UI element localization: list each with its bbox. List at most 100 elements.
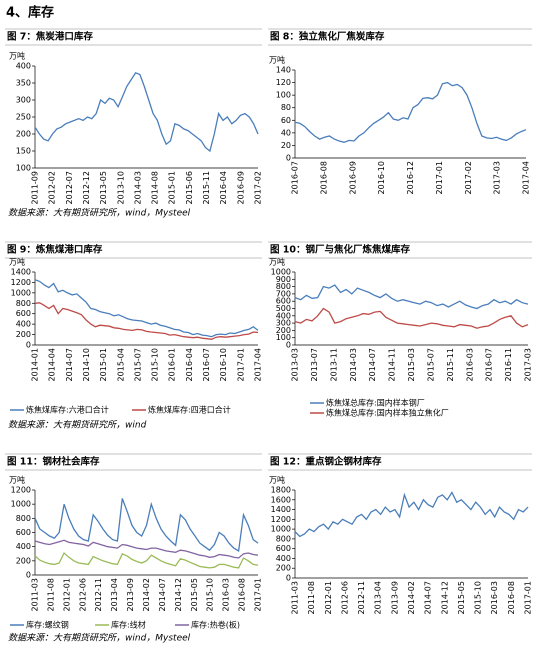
y-tick-label: 800 xyxy=(16,299,31,308)
legend-label: 库存:热卷(板) xyxy=(191,620,240,630)
y-tick-label: 300 xyxy=(276,319,291,328)
x-tick-label: 2016-10 xyxy=(377,161,386,194)
x-tick-label: 2016-08 xyxy=(319,161,328,194)
x-tick-label: 2016-09 xyxy=(348,161,357,194)
unit-label: 万吨 xyxy=(9,51,25,61)
x-tick-label: 2012-01 xyxy=(324,581,333,614)
y-tick-label: 150 xyxy=(16,147,31,156)
series-line xyxy=(294,307,529,329)
y-tick-label: 400 xyxy=(16,542,31,551)
y-tick-label: 1000 xyxy=(271,525,291,534)
x-tick-label: 2014-02 xyxy=(407,581,416,614)
x-tick-label: 2015-01 xyxy=(168,171,177,204)
source-note: 数据来源：大有期货研究所，wind，Mysteel xyxy=(8,208,191,219)
x-tick-label: 2013-11 xyxy=(329,348,338,381)
y-tick-label: 0 xyxy=(286,154,291,163)
x-tick-label: 2016-03 xyxy=(490,581,499,614)
x-tick-label: 2014-07 xyxy=(65,348,74,381)
x-tick-label: 2017-01 xyxy=(236,348,245,381)
x-tick-label: 2012-11 xyxy=(94,578,103,611)
x-tick-label: 2011-03 xyxy=(31,578,40,611)
y-tick-label: 700 xyxy=(276,289,291,298)
y-tick-label: 200 xyxy=(16,556,31,565)
x-tick-label: 2016-08 xyxy=(507,581,516,614)
x-tick-label: 2016-04 xyxy=(219,171,228,204)
x-tick-label: 2013-04 xyxy=(110,578,119,611)
x-tick-label: 2014-12 xyxy=(174,578,183,611)
x-tick-label: 2015-11 xyxy=(202,171,211,204)
x-tick-label: 2012-01 xyxy=(62,578,71,611)
x-tick-label: 2014-07 xyxy=(424,581,433,614)
x-tick-label: 2014-07 xyxy=(368,348,377,381)
x-tick-label: 2015-10 xyxy=(151,348,160,381)
legend-label: 炼焦煤总库存:国内样本钢厂 xyxy=(326,398,425,408)
x-tick-label: 2017-02 xyxy=(254,171,263,204)
y-tick-label: 500 xyxy=(276,304,291,313)
x-tick-label: 2012-07 xyxy=(65,171,74,204)
y-tick-label: 1800 xyxy=(271,486,291,495)
y-tick-label: 800 xyxy=(16,514,31,523)
x-tick-label: 2014-03 xyxy=(133,171,142,204)
y-tick-label: 60 xyxy=(281,116,291,125)
x-tick-label: 2013-09 xyxy=(390,581,399,614)
y-tick-label: 1600 xyxy=(271,495,291,504)
x-tick-label: 2017-01 xyxy=(435,161,444,194)
x-tick-label: 2012-06 xyxy=(340,581,349,614)
x-tick-label: 2012-06 xyxy=(78,578,87,611)
series-line xyxy=(294,491,529,538)
section-heading: 4、库存 xyxy=(6,5,54,21)
y-tick-label: 400 xyxy=(276,311,291,320)
series-line xyxy=(34,302,259,340)
x-tick-label: 2011-08 xyxy=(46,578,55,611)
x-tick-label: 2013-05 xyxy=(99,171,108,204)
y-tick-label: 200 xyxy=(16,330,31,339)
x-tick-label: 2014-08 xyxy=(151,171,160,204)
x-tick-label: 2013-07 xyxy=(310,348,319,381)
y-tick-label: 1400 xyxy=(271,505,291,514)
x-tick-label: 2017-04 xyxy=(522,161,531,194)
y-tick-label: 100 xyxy=(276,333,291,342)
x-tick-label: 2016-03 xyxy=(222,578,231,611)
x-tick-label: 2012-02 xyxy=(48,171,57,204)
x-tick-label: 2016-09 xyxy=(236,171,245,204)
series-line xyxy=(34,498,259,552)
series-line xyxy=(34,279,259,338)
x-tick-label: 2016-07 xyxy=(202,348,211,381)
x-tick-label: 2014-03 xyxy=(349,348,358,381)
y-tick-label: 400 xyxy=(16,62,31,71)
x-tick-label: 2015-05 xyxy=(190,578,199,611)
unit-label: 万吨 xyxy=(269,475,285,485)
y-tick-label: 800 xyxy=(276,534,291,543)
x-tick-label: 2017-04 xyxy=(254,348,263,381)
unit-label: 万吨 xyxy=(269,55,285,65)
unit-label: 万吨 xyxy=(9,475,25,485)
y-tick-label: 600 xyxy=(276,544,291,553)
x-tick-label: 2014-11 xyxy=(388,348,397,381)
y-tick-label: 0 xyxy=(26,341,31,350)
x-tick-label: 2017-03 xyxy=(524,348,533,381)
x-tick-label: 2015-01 xyxy=(99,348,108,381)
x-tick-label: 2017-01 xyxy=(524,581,533,614)
x-tick-label: 2011-08 xyxy=(307,581,316,614)
legend-label: 炼焦煤总库存:国内样本独立焦化厂 xyxy=(326,408,449,418)
y-tick-label: 1400 xyxy=(11,268,31,277)
x-tick-label: 2012-12 xyxy=(82,171,91,204)
series-line xyxy=(34,551,259,569)
y-tick-label: 1200 xyxy=(11,486,31,495)
chart-title: 图 8：独立焦化厂焦炭库存 xyxy=(270,31,385,43)
y-tick-label: 0 xyxy=(286,574,291,583)
x-tick-label: 2016-08 xyxy=(238,578,247,611)
y-tick-label: 200 xyxy=(276,326,291,335)
x-tick-label: 2016-01 xyxy=(168,348,177,381)
x-tick-label: 2015-05 xyxy=(457,581,466,614)
unit-label: 万吨 xyxy=(9,257,25,267)
y-tick-label: 100 xyxy=(276,91,291,100)
x-tick-label: 2011-03 xyxy=(291,581,300,614)
y-tick-label: 100 xyxy=(16,164,31,173)
legend-label: 炼焦煤库存:四港口合计 xyxy=(148,405,231,415)
y-tick-label: 400 xyxy=(276,554,291,563)
y-tick-label: 1000 xyxy=(11,288,31,297)
y-tick-label: 900 xyxy=(276,275,291,284)
y-tick-label: 20 xyxy=(281,141,291,150)
